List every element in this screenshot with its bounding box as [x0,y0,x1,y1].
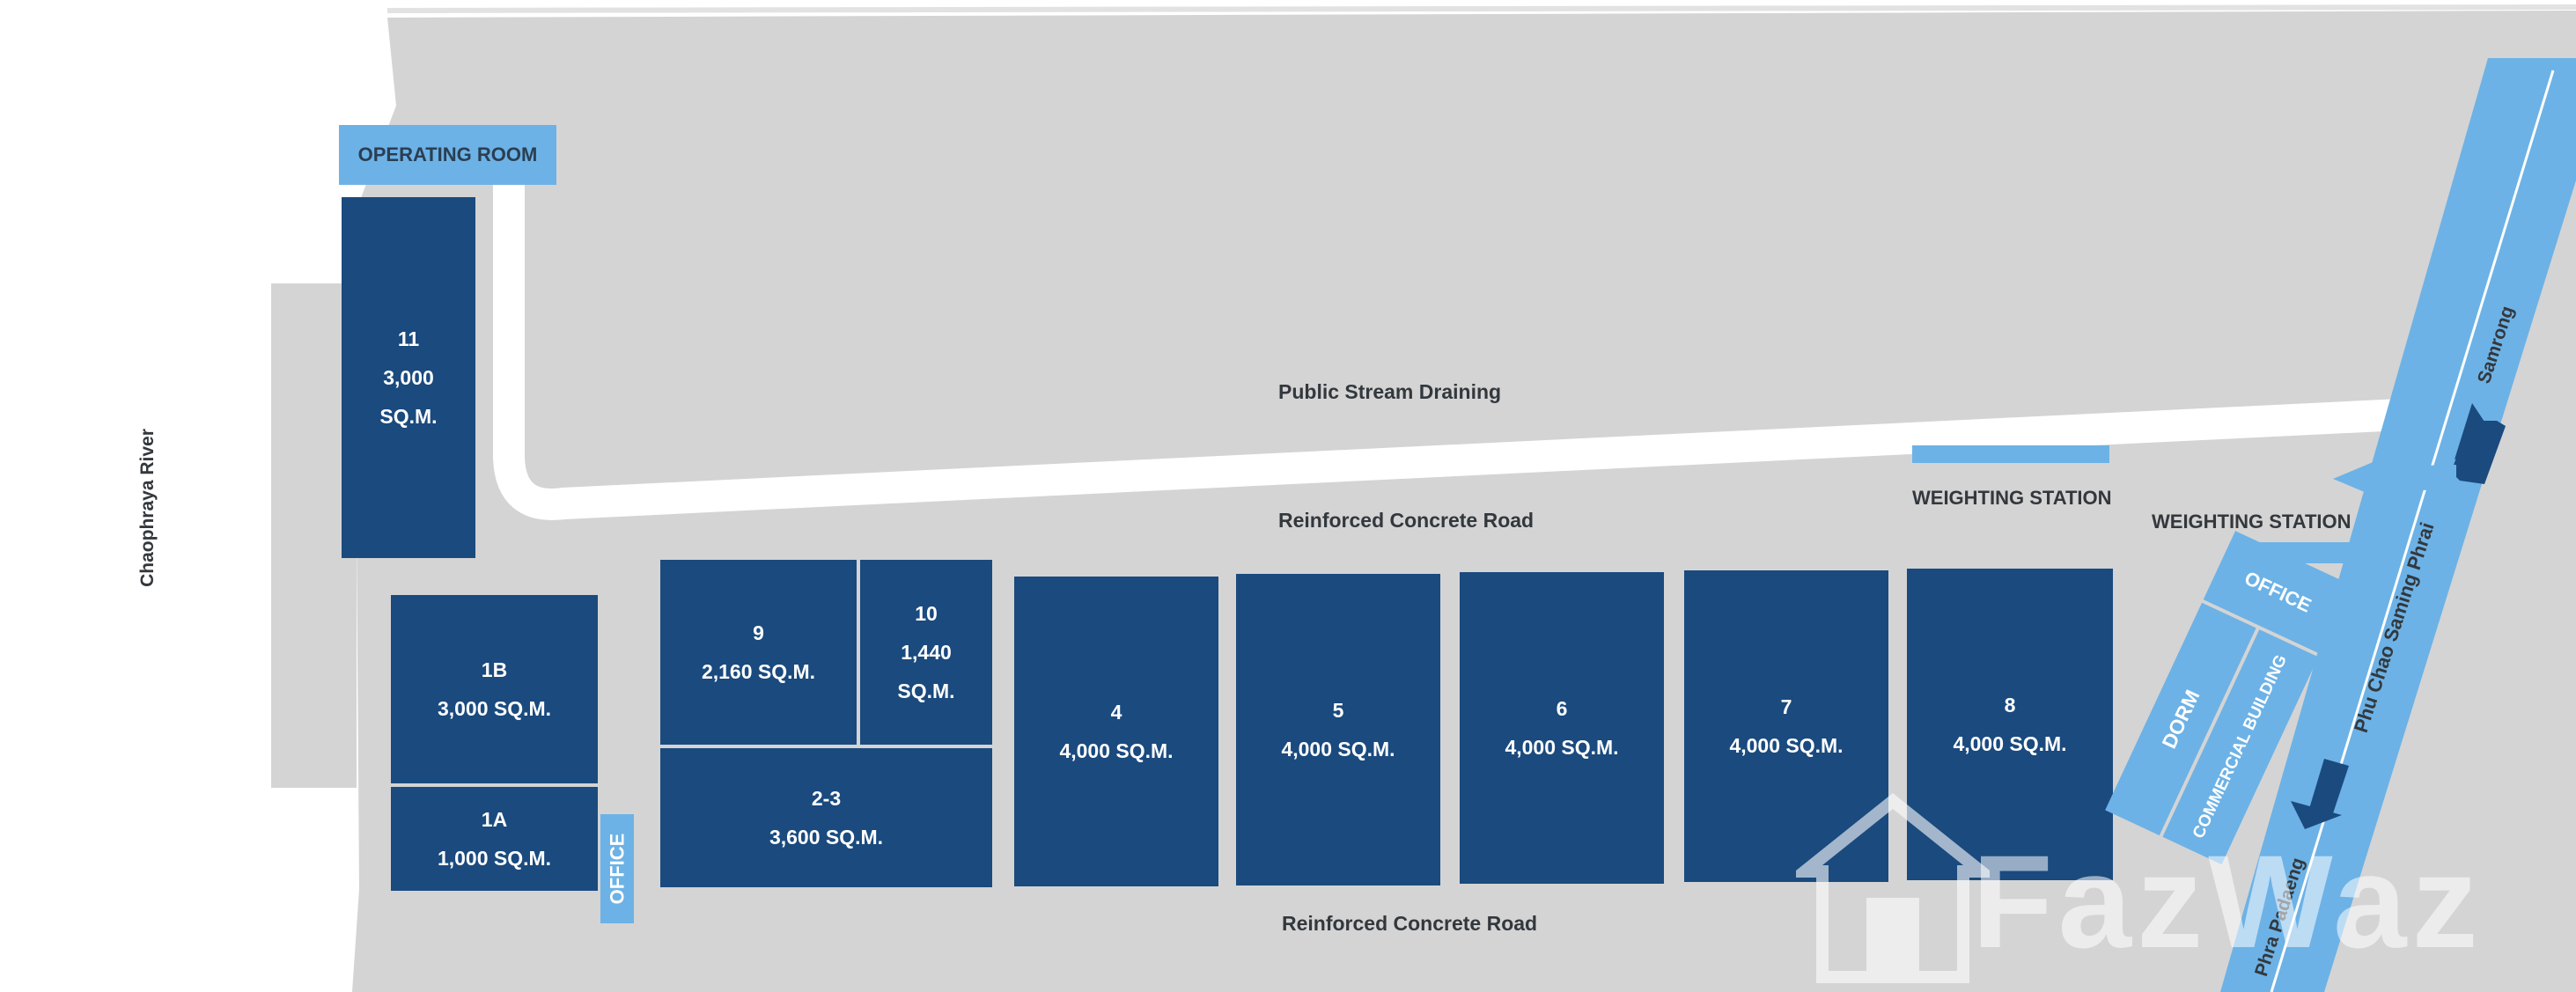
warehouse-11-number: 11 [397,327,420,350]
arrow-left-body [2381,465,2456,491]
highway-center-line [2270,70,2555,992]
weighting-station-1-label: WEIGHTING STATION [1912,487,2112,509]
warehouse-1b-number: 1B [481,658,508,681]
warehouse-4-area: 4,000 SQ.M. [1059,739,1174,762]
warehouse-11: 11 3,000 SQ.M. [342,197,475,558]
warehouse-2-3-area: 3,600 SQ.M. [769,826,884,849]
watermark-logo [1796,793,1990,983]
watermark-text: FazWaz [1972,827,2484,975]
warehouse-5-number: 5 [1332,699,1344,722]
watermark-house-door [1866,898,1919,977]
warehouse-5: 5 4,000 SQ.M. [1236,574,1440,885]
arrow-south-body [2308,759,2349,819]
warehouse-2-3-number: 2-3 [811,787,842,810]
warehouse-10: 10 1,440 SQ.M. [860,560,992,745]
operating-room-label: OPERATING ROOM [339,125,556,185]
warehouse-11-area: 3,000 [383,366,434,389]
warehouse-6: 6 4,000 SQ.M. [1460,572,1664,884]
site-top-edge [386,4,2576,13]
highway-road [2220,58,2576,992]
warehouse-8-area: 4,000 SQ.M. [1953,732,2067,755]
arrow-south-head [2291,801,2342,829]
warehouse-6-area: 4,000 SQ.M. [1505,736,1619,759]
road-top-label: Reinforced Concrete Road [1278,509,1535,532]
arrow-left-head [2333,456,2388,502]
warehouse-10-area: 1,440 [901,641,952,664]
warehouse-11-unit: SQ.M. [379,405,438,428]
warehouse-8: 8 4,000 SQ.M. [1907,569,2113,880]
warehouse-7-area: 4,000 SQ.M. [1729,734,1844,757]
warehouse-9-number: 9 [753,621,764,644]
warehouse-8-number: 8 [2004,694,2016,716]
stream-draining-path [493,176,2457,520]
weighting-station-2-label: WEIGHTING STATION [2152,511,2352,533]
warehouse-1b: 1B 3,000 SQ.M. [391,595,598,783]
office-left: OFFICE [600,814,634,923]
river-label: Chaophraya River [136,429,158,587]
warehouse-1a-number: 1A [481,808,508,831]
warehouse-7-number: 7 [1780,695,1792,718]
warehouse-9: 9 2,160 SQ.M. [660,560,857,745]
warehouse-1a-area: 1,000 SQ.M. [437,847,552,870]
office-right-label: OFFICE [2241,567,2315,617]
warehouse-2-3: 2-3 3,600 SQ.M. [660,748,992,887]
warehouse-1a: 1A 1,000 SQ.M. [391,787,598,891]
river-bank [271,283,357,788]
warehouse-6-number: 6 [1556,697,1568,720]
warehouse-1b-area: 3,000 SQ.M. [437,697,552,720]
warehouse-5-area: 4,000 SQ.M. [1281,738,1395,761]
stream-label: Public Stream Draining [1278,380,1502,403]
warehouse-4-number: 4 [1110,701,1122,724]
warehouse-9-area: 2,160 SQ.M. [701,660,816,683]
weighting-station-1-bar [1912,445,2109,463]
warehouse-4: 4 4,000 SQ.M. [1014,577,1218,886]
dorm-label: DORM [2156,686,2204,753]
warehouse-10-unit: SQ.M. [897,680,955,702]
road-bottom-label: Reinforced Concrete Road [1282,912,1538,935]
warehouse-10-number: 10 [915,602,938,625]
office-left-label: OFFICE [606,833,629,905]
arrow-up-head [2455,403,2497,459]
